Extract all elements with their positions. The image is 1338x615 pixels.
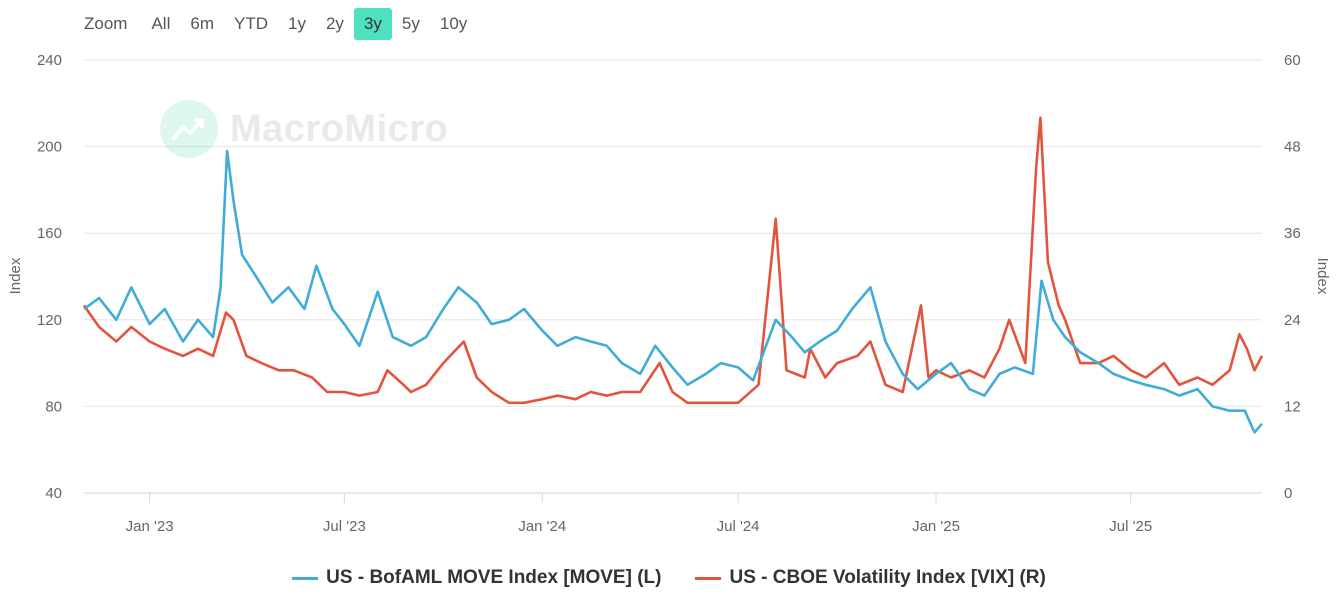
watermark-text: MacroMicro (230, 107, 449, 150)
zoom-button-ytd[interactable]: YTD (234, 14, 268, 33)
x-tick-label: Jul '24 (717, 518, 760, 535)
zoom-bar: Zoom All 6m YTD 1y 2y 3y 5y 10y (78, 7, 477, 41)
right-tick-label: 48 (1284, 139, 1301, 156)
right-tick-label: 0 (1284, 485, 1292, 502)
zoom-button-1y[interactable]: 1y (288, 14, 306, 33)
zoom-label: Zoom (84, 14, 128, 33)
x-tick-label: Jul '25 (1109, 518, 1152, 535)
zoom-button-5y[interactable]: 5y (401, 14, 420, 33)
right-tick-label: 36 (1284, 225, 1301, 242)
x-tick-label: Jan '25 (912, 518, 960, 535)
right-tick-label: 60 (1284, 52, 1301, 69)
legend-item-vix[interactable]: US - CBOE Volatility Index [VIX] (R) (695, 567, 1046, 589)
legend-item-move[interactable]: US - BofAML MOVE Index [MOVE] (L) (292, 567, 661, 589)
x-tick-label: Jan '24 (518, 518, 566, 535)
zoom-button-6m[interactable]: 6m (190, 14, 214, 33)
series-line-vix (82, 116, 1264, 405)
left-tick-label: 240 (37, 52, 62, 69)
legend-swatch-move (292, 576, 319, 580)
x-tick-label: Jan '23 (126, 518, 174, 535)
right-axis-title: Index (1314, 258, 1331, 295)
series-line-move (83, 149, 1263, 434)
legend-label-move: US - BofAML MOVE Index [MOVE] (L) (326, 567, 662, 588)
right-tick-label: 24 (1284, 312, 1301, 329)
watermark-logo-icon (160, 100, 218, 158)
zoom-button-10y[interactable]: 10y (439, 14, 468, 33)
legend-label-vix: US - CBOE Volatility Index [VIX] (R) (729, 567, 1046, 588)
watermark: MacroMicro (160, 100, 448, 158)
legend: US - BofAML MOVE Index [MOVE] (L) US - C… (0, 567, 1338, 589)
series-layer (82, 116, 1264, 434)
zoom-button-all[interactable]: All (151, 14, 171, 33)
right-tick-label: 12 (1284, 398, 1301, 415)
zoom-button-3y[interactable]: 3y (353, 8, 392, 40)
zoom-button-2y[interactable]: 2y (325, 14, 344, 33)
left-tick-label: 160 (37, 225, 62, 242)
axes: 40 80 120 160 200 240 0 12 24 36 48 60 Jan '23 Jul '2… (7, 52, 1331, 535)
left-tick-label: 40 (45, 485, 62, 502)
left-tick-label: 120 (37, 312, 62, 329)
left-tick-label: 200 (37, 139, 62, 156)
legend-swatch-vix (695, 576, 722, 580)
left-axis-title: Index (7, 257, 24, 294)
x-tick-label: Jul '23 (323, 518, 366, 535)
left-tick-label: 80 (45, 398, 62, 415)
